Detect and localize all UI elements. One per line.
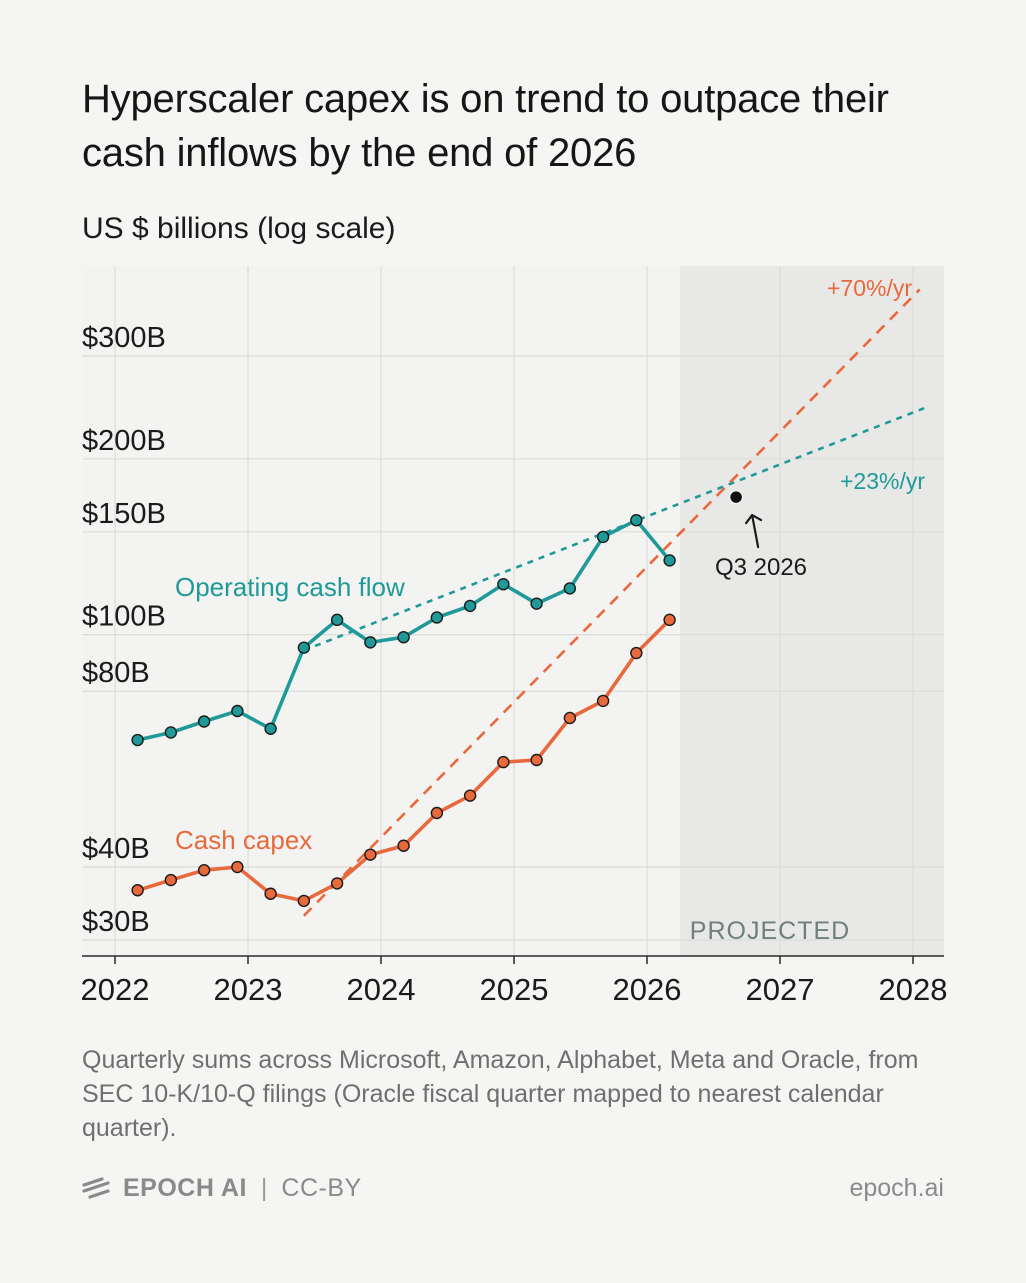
ocf-data-point xyxy=(297,641,311,654)
y-tick-label: $300B xyxy=(82,322,166,354)
y-tick-label: $30B xyxy=(82,906,150,938)
ocf-data-point xyxy=(497,578,510,591)
capex-data-point xyxy=(397,839,410,852)
grid-layer xyxy=(82,266,944,964)
chart-caption: Quarterly sums across Microsoft, Amazon,… xyxy=(82,1046,919,1142)
footer: EPOCH AI | CC-BY epoch.ai xyxy=(82,1168,944,1208)
x-tick-label: 2026 xyxy=(613,972,682,1007)
y-tick-label: $150B xyxy=(82,498,166,530)
ocf-data-point xyxy=(131,733,144,747)
footer-separator: | xyxy=(260,1173,268,1202)
capex-trend-label: +70%/yr xyxy=(827,275,912,301)
ocf-data-point xyxy=(397,630,410,644)
intersection-point xyxy=(728,489,744,505)
capex-data-point xyxy=(164,873,178,887)
capex-data-point xyxy=(330,877,344,890)
x-tick-label: 2028 xyxy=(879,972,948,1007)
x-tick-label: 2023 xyxy=(214,972,283,1007)
ocf-trend-label: +23%/yr xyxy=(840,468,925,494)
capex-data-point xyxy=(563,711,577,725)
y-tick-label: $200B xyxy=(82,425,166,457)
capex-data-point xyxy=(497,755,510,769)
capex-data-point xyxy=(231,860,244,874)
x-tick-label: 2024 xyxy=(347,972,416,1007)
ocf-data-point xyxy=(197,715,211,728)
capex-data-point xyxy=(596,694,610,708)
series-layer xyxy=(131,489,744,908)
chart-subtitle: US $ billions (log scale) xyxy=(82,212,396,245)
capex-data-point xyxy=(630,646,643,660)
capex-data-point xyxy=(530,753,543,767)
capex-data-point xyxy=(197,864,211,877)
capex-data-point xyxy=(364,848,377,861)
y-tick-label: $80B xyxy=(82,657,150,689)
chart-svg: 2022 2023 2024 2025 2026 2027 2028 $30B $40B $80B… xyxy=(81,266,948,1007)
x-tick-label: 2025 xyxy=(480,972,549,1007)
ocf-data-point xyxy=(563,582,577,595)
ocf-data-point xyxy=(164,726,178,739)
ocf-data-point xyxy=(364,636,377,649)
y-tick-label: $40B xyxy=(82,833,150,865)
capex-data-point xyxy=(430,806,444,820)
arrow-icon xyxy=(751,513,760,549)
y-tick-label: $100B xyxy=(82,601,166,633)
ocf-trend-line xyxy=(303,406,927,652)
ocf-data-point xyxy=(463,599,477,613)
label-layer: 2022 2023 2024 2025 2026 2027 2028 $30B $40B $80B… xyxy=(81,275,948,1007)
x-tick-label: 2022 xyxy=(81,972,150,1007)
epoch-logo-icon xyxy=(82,1177,110,1199)
footer-license: CC-BY xyxy=(281,1173,362,1202)
trend-layer xyxy=(302,288,927,917)
chart-title: Hyperscaler capex is on trend to outpace… xyxy=(82,77,889,175)
ocf-data-point xyxy=(330,613,344,627)
intersection-label: Q3 2026 xyxy=(715,554,807,581)
x-tick-label: 2027 xyxy=(746,972,815,1007)
capex-data-point xyxy=(297,894,311,908)
capex-series-label: Cash capex xyxy=(175,825,312,855)
ocf-data-point xyxy=(630,514,643,527)
capex-data-point xyxy=(264,887,277,900)
capex-data-point xyxy=(131,884,144,897)
capex-data-point xyxy=(663,613,676,627)
ocf-data-point xyxy=(264,722,277,735)
ocf-data-point xyxy=(596,530,610,544)
projected-label: PROJECTED xyxy=(690,917,850,945)
arrow-head-icon xyxy=(745,513,763,525)
capex-data-point xyxy=(463,789,477,802)
capex-trend-line xyxy=(302,288,921,917)
projected-region xyxy=(680,266,944,956)
footer-site-link[interactable]: epoch.ai xyxy=(849,1173,944,1202)
ocf-series-label: Operating cash flow xyxy=(175,572,405,602)
ocf-data-point xyxy=(430,611,444,624)
footer-brand: EPOCH AI xyxy=(123,1173,247,1202)
ocf-data-point xyxy=(530,597,543,610)
ocf-data-point xyxy=(663,554,676,567)
ocf-data-point xyxy=(231,704,244,718)
